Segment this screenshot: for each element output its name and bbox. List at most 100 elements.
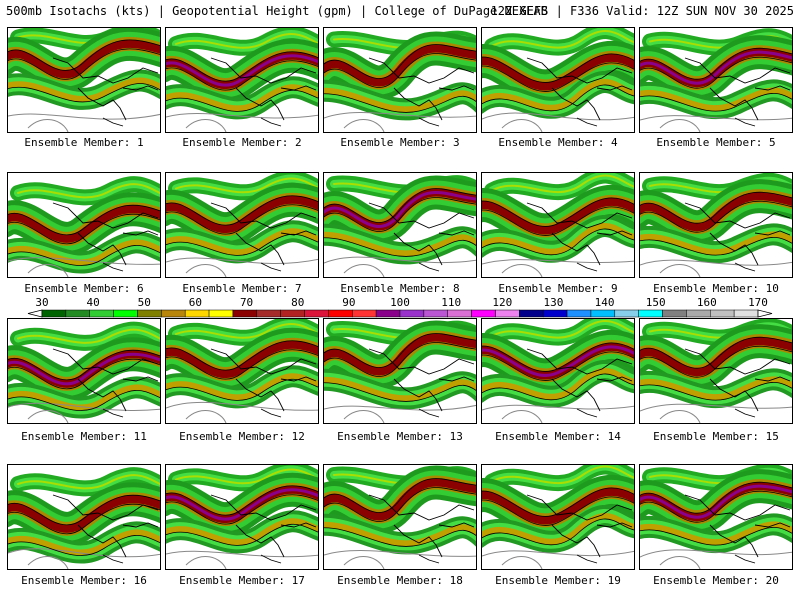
colorbar-swatch bbox=[375, 309, 401, 318]
colorbar-swatch bbox=[423, 309, 448, 318]
isotach-map bbox=[482, 319, 634, 423]
colorbar-swatch bbox=[113, 309, 138, 318]
ensemble-member-label: Ensemble Member: 11 bbox=[21, 430, 147, 443]
colorbar-right-arrow bbox=[757, 309, 773, 318]
header-title: 500mb Isotachs (kts) | Geopotential Heig… bbox=[6, 4, 548, 18]
colorbar-swatch bbox=[566, 309, 592, 318]
colorbar-swatch bbox=[232, 309, 258, 318]
ensemble-member-panel bbox=[481, 464, 635, 570]
ensemble-member-panel bbox=[165, 318, 319, 424]
isotach-map bbox=[8, 319, 160, 423]
isotach-map bbox=[166, 28, 318, 132]
isotach-map bbox=[324, 319, 476, 423]
ensemble-member-panel bbox=[481, 318, 635, 424]
isotach-map bbox=[8, 28, 160, 132]
isotach-map bbox=[482, 173, 634, 277]
isotach-map bbox=[482, 28, 634, 132]
isotach-map bbox=[482, 465, 634, 569]
colorbar-swatch bbox=[495, 309, 520, 318]
ensemble-member-panel bbox=[639, 464, 793, 570]
ensemble-member-panel bbox=[165, 172, 319, 278]
colorbar-swatch bbox=[137, 309, 162, 318]
ensemble-member-panel bbox=[323, 27, 477, 133]
colorbar-tick-label: 170 bbox=[748, 296, 768, 309]
colorbar-graphic bbox=[27, 309, 773, 318]
ensemble-member-label: Ensemble Member: 8 bbox=[340, 282, 460, 295]
ensemble-member-panel bbox=[165, 27, 319, 133]
ensemble-member-label: Ensemble Member: 10 bbox=[653, 282, 779, 295]
ensemble-member-label: Ensemble Member: 17 bbox=[179, 574, 305, 587]
ensemble-member-label: Ensemble Member: 16 bbox=[21, 574, 147, 587]
header: 500mb Isotachs (kts) | Geopotential Heig… bbox=[0, 0, 800, 22]
colorbar-swatch bbox=[662, 309, 687, 318]
ensemble-member-panel bbox=[323, 318, 477, 424]
colorbar-swatch bbox=[89, 309, 114, 318]
colorbar-swatch bbox=[590, 309, 616, 318]
ensemble-member-label: Ensemble Member: 18 bbox=[337, 574, 463, 587]
ensemble-member-panel bbox=[639, 318, 793, 424]
isotach-map bbox=[640, 28, 792, 132]
colorbar-swatch bbox=[304, 309, 329, 318]
colorbar-swatch bbox=[328, 309, 353, 318]
colorbar-swatch bbox=[184, 309, 210, 318]
ensemble-member-label: Ensemble Member: 13 bbox=[337, 430, 463, 443]
colorbar-swatch bbox=[710, 309, 735, 318]
colorbar-tick-label: 60 bbox=[188, 296, 203, 309]
isotach-map bbox=[8, 173, 160, 277]
ensemble-member-label: Ensemble Member: 4 bbox=[498, 136, 618, 149]
colorbar-tick-label: 50 bbox=[137, 296, 151, 309]
ensemble-member-panel bbox=[481, 27, 635, 133]
colorbar-tick-label: 80 bbox=[291, 296, 305, 309]
colorbar-swatch bbox=[447, 309, 472, 318]
ensemble-member-label: Ensemble Member: 20 bbox=[653, 574, 779, 587]
colorbar-swatch bbox=[519, 309, 544, 318]
ensemble-member-panel bbox=[323, 172, 477, 278]
ensemble-member-label: Ensemble Member: 19 bbox=[495, 574, 621, 587]
colorbar-tick-label: 90 bbox=[342, 296, 356, 309]
colorbar-tick-label: 150 bbox=[645, 296, 666, 309]
colorbar-tick-label: 130 bbox=[543, 296, 564, 309]
ensemble-member-panel bbox=[7, 318, 161, 424]
colorbar-swatch bbox=[352, 309, 377, 318]
colorbar-swatch bbox=[542, 309, 568, 318]
ensemble-member-label: Ensemble Member: 1 bbox=[24, 136, 144, 149]
ensemble-member-label: Ensemble Member: 7 bbox=[182, 282, 302, 295]
colorbar-swatch bbox=[638, 309, 663, 318]
isotach-map bbox=[166, 465, 318, 569]
ensemble-member-label: Ensemble Member: 2 bbox=[182, 136, 302, 149]
colorbar-swatch bbox=[208, 309, 234, 318]
colorbar-tick-label: 40 bbox=[86, 296, 100, 309]
colorbar-tick-label: 160 bbox=[696, 296, 717, 309]
colorbar-tick-label: 30 bbox=[35, 296, 49, 309]
ensemble-member-label: Ensemble Member: 15 bbox=[653, 430, 779, 443]
ensemble-member-panel bbox=[165, 464, 319, 570]
colorbar-tick-label: 70 bbox=[239, 296, 254, 309]
ensemble-member-label: Ensemble Member: 9 bbox=[498, 282, 618, 295]
ensemble-member-label: Ensemble Member: 3 bbox=[340, 136, 460, 149]
isotach-map bbox=[640, 465, 792, 569]
ensemble-member-panel bbox=[7, 172, 161, 278]
colorbar-tick-label: 100 bbox=[390, 296, 410, 309]
colorbar-swatch bbox=[65, 309, 90, 318]
isotach-map bbox=[640, 319, 792, 423]
isotach-map bbox=[8, 465, 160, 569]
colorbar-tick-label: 140 bbox=[594, 296, 615, 309]
ensemble-member-label: Ensemble Member: 5 bbox=[656, 136, 776, 149]
colorbar-swatch bbox=[399, 309, 425, 318]
ensemble-member-panel bbox=[323, 464, 477, 570]
colorbar-tick-label: 120 bbox=[492, 296, 513, 309]
ensemble-member-label: Ensemble Member: 6 bbox=[24, 282, 144, 295]
ensemble-member-panel bbox=[481, 172, 635, 278]
isotach-map bbox=[324, 173, 476, 277]
colorbar-swatch bbox=[41, 309, 67, 318]
isotach-map bbox=[166, 173, 318, 277]
colorbar-swatch bbox=[256, 309, 281, 318]
colorbar-swatch bbox=[161, 309, 186, 318]
ensemble-member-panel bbox=[639, 172, 793, 278]
ensemble-member-panel bbox=[7, 464, 161, 570]
isotach-map bbox=[640, 173, 792, 277]
colorbar-swatch bbox=[471, 309, 496, 318]
colorbar-left-arrow bbox=[27, 309, 43, 318]
colorbar-swatch bbox=[614, 309, 639, 318]
colorbar-swatch bbox=[280, 309, 305, 318]
